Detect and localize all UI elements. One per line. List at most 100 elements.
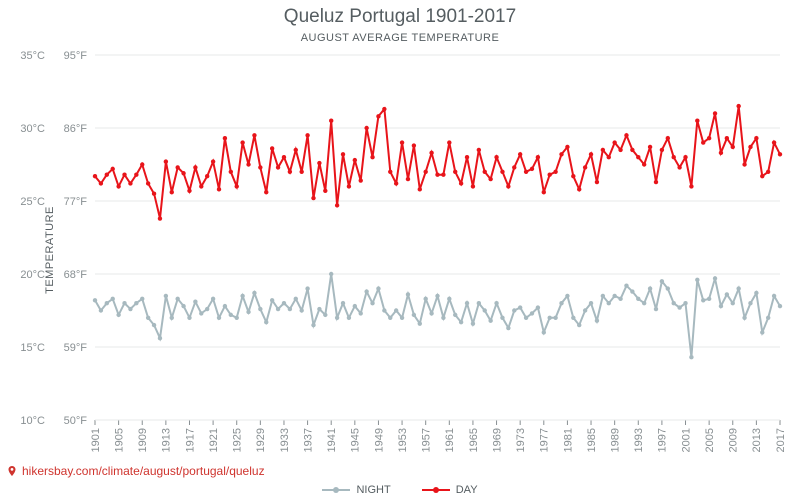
series-night-point [701,298,705,302]
series-night-point [441,316,445,320]
series-day-point [128,181,132,185]
series-night-point [483,308,487,312]
series-night-point [152,323,156,327]
series-day-point [140,162,144,166]
series-day-point [364,126,368,130]
series-day-point [323,189,327,193]
series-night-point [612,294,616,298]
y-tick-c: 15°C [20,342,45,354]
y-tick-f: 59°F [64,342,88,354]
series-day-point [370,155,374,159]
y-tick-f: 77°F [64,196,88,208]
series-day-point [530,167,534,171]
series-night-point [465,301,469,305]
series-night-point [347,316,351,320]
x-tick: 1961 [444,428,456,452]
series-day-point [512,165,516,169]
series-day-point [483,170,487,174]
series-night-point [412,313,416,317]
legend: NIGHT DAY [0,482,800,496]
series-day-point [111,167,115,171]
series-day-point [359,178,363,182]
series-night-point [506,326,510,330]
series-day-point [341,152,345,156]
series-day-point [601,148,605,152]
series-day-point [240,140,244,144]
series-day-point [394,181,398,185]
series-night-point [105,301,109,305]
x-tick: 1953 [397,428,409,452]
series-day-point [506,184,510,188]
series-night-point [158,336,162,340]
series-night-point [577,323,581,327]
series-night-point [93,298,97,302]
series-day-point [518,152,522,156]
x-tick: 1965 [468,428,480,452]
x-tick: 1933 [279,428,291,452]
legend-item-night: NIGHT [322,484,390,496]
legend-swatch-night [322,489,350,491]
x-tick: 2001 [680,428,692,452]
series-day-point [713,111,717,115]
series-night-point [370,301,374,305]
series-night-point [288,307,292,311]
series-night-point [181,304,185,308]
series-day-point [683,155,687,159]
series-day-point [471,184,475,188]
series-night-point [601,294,605,298]
series-night-point [193,300,197,304]
series-night-point [536,305,540,309]
series-day-point [376,114,380,118]
series-night-point [364,289,368,293]
series-day-point [488,177,492,181]
series-day-point [317,161,321,165]
series-day-point [311,196,315,200]
y-tick-c: 30°C [20,123,45,135]
x-tick: 1973 [515,428,527,452]
series-day-point [152,192,156,196]
x-tick: 2013 [751,428,763,452]
y-tick-f: 86°F [64,123,88,135]
series-night-point [719,304,723,308]
x-tick: 1977 [539,428,551,452]
series-night-point [736,286,740,290]
series-night-point [235,316,239,320]
series-day-point [246,162,250,166]
series-night-point [423,297,427,301]
legend-item-day: DAY [422,484,478,496]
x-tick: 2017 [775,428,787,452]
series-day-point [707,136,711,140]
series-day-point [760,174,764,178]
series-day-point [701,140,705,144]
series-day-point [583,165,587,169]
series-night-point [223,304,227,308]
series-night-point [187,316,191,320]
series-night-point [170,316,174,320]
series-day-point [542,190,546,194]
series-day-point [181,171,185,175]
series-night-point [760,330,764,334]
series-night-point [246,310,250,314]
series-night-point [146,316,150,320]
series-day-point [134,173,138,177]
series-night-point [607,301,611,305]
series-night-point [317,307,321,311]
series-day-point [630,148,634,152]
series-day-point [618,148,622,152]
series-day-point [146,181,150,185]
series-night-point [471,321,475,325]
series-night-point [589,301,593,305]
x-tick: 1925 [232,428,244,452]
series-day-point [418,187,422,191]
series-day-point [105,173,109,177]
series-night-point [376,286,380,290]
series-day-point [435,173,439,177]
series-night-point [553,316,557,320]
legend-swatch-day [422,489,450,491]
series-night-point [111,297,115,301]
series-night-point [394,308,398,312]
series-night-point [748,301,752,305]
series-day-point [199,184,203,188]
series-day-point [553,170,557,174]
series-day-point [524,170,528,174]
